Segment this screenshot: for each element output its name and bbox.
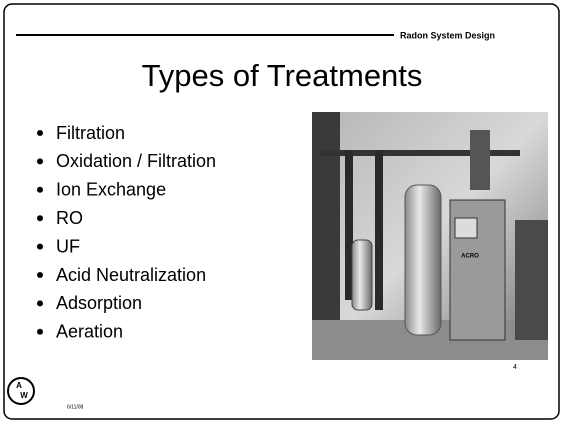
- photo-label: ACRO: [461, 254, 479, 260]
- logo-letter: W: [20, 391, 28, 400]
- page-number: 4: [513, 364, 517, 371]
- slide: Radon System Design Types of Treatments …: [0, 0, 564, 424]
- bullet-text: UF: [56, 236, 80, 256]
- bullet-dot: [37, 272, 43, 278]
- page: Radon System Design Types of Treatments …: [0, 0, 564, 424]
- bullet-dot: [37, 244, 43, 250]
- bullet-dot: [37, 187, 43, 193]
- bullet-dot: [37, 300, 43, 306]
- photo: ACRO: [312, 112, 548, 360]
- bullet-dot: [37, 215, 43, 221]
- slide-title: Types of Treatments: [142, 58, 423, 93]
- bullet-text: Ion Exchange: [56, 180, 166, 200]
- bullet-text: Adsorption: [56, 293, 142, 313]
- bullet-text: Acid Neutralization: [56, 265, 206, 285]
- bullet-text: Filtration: [56, 123, 125, 143]
- bullet-text: Aeration: [56, 322, 123, 342]
- bullet-text: Oxidation / Filtration: [56, 151, 216, 171]
- logo: A W: [8, 378, 34, 404]
- bullet-dot: [37, 158, 43, 164]
- logo-letter: A: [16, 381, 22, 390]
- bullet-dot: [37, 130, 43, 136]
- footer-date: 6/11/08: [67, 404, 84, 410]
- bullet-text: RO: [56, 208, 83, 228]
- bullet-dot: [37, 329, 43, 335]
- header-text: Radon System Design: [400, 30, 495, 40]
